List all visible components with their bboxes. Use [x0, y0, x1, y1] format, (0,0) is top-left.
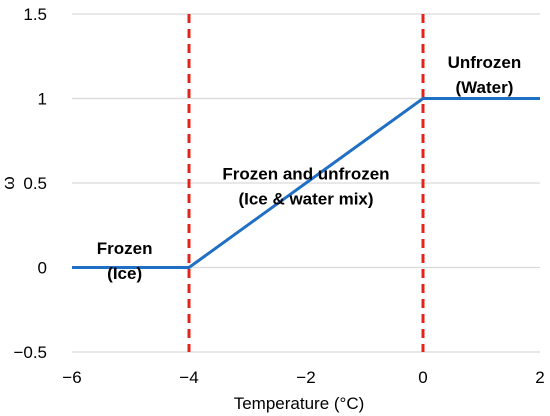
x-tick-label: −6 [62, 368, 81, 387]
series-group [72, 97, 540, 269]
y-tick-label: 1 [38, 90, 47, 109]
y-tick-label: 0.5 [23, 174, 47, 193]
y-tick-labels: −0.5 0 0.5 1 1.5 [13, 5, 47, 362]
x-tick-label: 2 [535, 368, 544, 387]
annotation-line: (Water) [455, 78, 513, 97]
x-axis-label: Temperature (°C) [234, 394, 365, 413]
y-tick-label: 0 [38, 259, 47, 278]
y-tick-label: −0.5 [13, 343, 47, 362]
annotation-2: Unfrozen (Water) [448, 53, 522, 97]
threshold-lines [187, 14, 425, 352]
annotation-0: Frozen (Ice) [97, 239, 153, 283]
x-tick-label: 0 [418, 368, 427, 387]
x-tick-label: −4 [179, 368, 198, 387]
y-axis-label: ω [0, 176, 18, 189]
annotation-line: Unfrozen [448, 53, 522, 72]
annotations: Frozen (Ice) Frozen and unfrozen (Ice & wat… [97, 53, 521, 283]
annotation-line: (Ice) [107, 264, 142, 283]
x-tick-label: −2 [296, 368, 315, 387]
annotation-line: (Ice & water mix) [238, 190, 373, 209]
y-tick-label: 1.5 [23, 5, 47, 24]
series-line-0 [72, 97, 540, 269]
annotation-1: Frozen and unfrozen (Ice & water mix) [222, 165, 389, 209]
annotation-line: Frozen and unfrozen [222, 165, 389, 184]
annotation-line: Frozen [97, 239, 153, 258]
x-tick-labels: −6 −4 −2 0 2 [62, 368, 544, 387]
